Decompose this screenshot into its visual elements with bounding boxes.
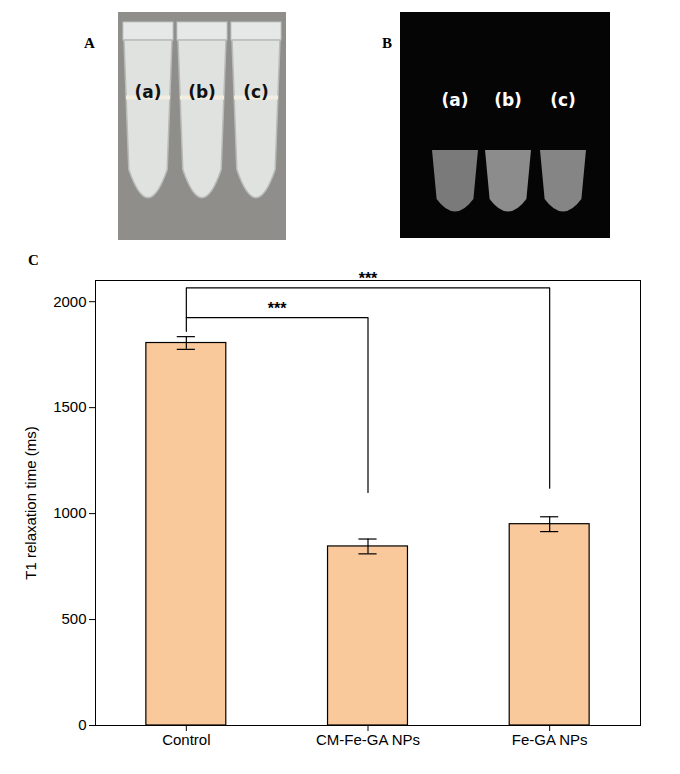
svg-text:***: *** bbox=[359, 270, 378, 287]
html-text:C: C bbox=[28, 252, 39, 268]
svg-text:***: *** bbox=[268, 300, 287, 317]
svg-text:500: 500 bbox=[61, 610, 86, 627]
svg-text:1000: 1000 bbox=[53, 504, 86, 521]
svg-text:(a): (a) bbox=[134, 82, 161, 102]
svg-text:(b): (b) bbox=[494, 90, 522, 110]
svg-text:T1 relaxation time (ms): T1 relaxation time (ms) bbox=[22, 426, 39, 579]
svg-text:A: A bbox=[84, 35, 95, 51]
svg-text:Control: Control bbox=[162, 731, 210, 748]
svg-text:1500: 1500 bbox=[53, 398, 86, 415]
svg-text:(c): (c) bbox=[550, 90, 576, 110]
svg-text:Fe-GA NPs: Fe-GA NPs bbox=[512, 731, 588, 748]
svg-text:2000: 2000 bbox=[53, 292, 86, 309]
svg-text:(c): (c) bbox=[243, 82, 269, 102]
svg-text:B: B bbox=[382, 35, 392, 51]
svg-text:(b): (b) bbox=[188, 82, 216, 102]
svg-text:0: 0 bbox=[78, 716, 86, 733]
svg-text:(a): (a) bbox=[441, 90, 468, 110]
svg-text:CM-Fe-GA NPs: CM-Fe-GA NPs bbox=[316, 731, 420, 748]
